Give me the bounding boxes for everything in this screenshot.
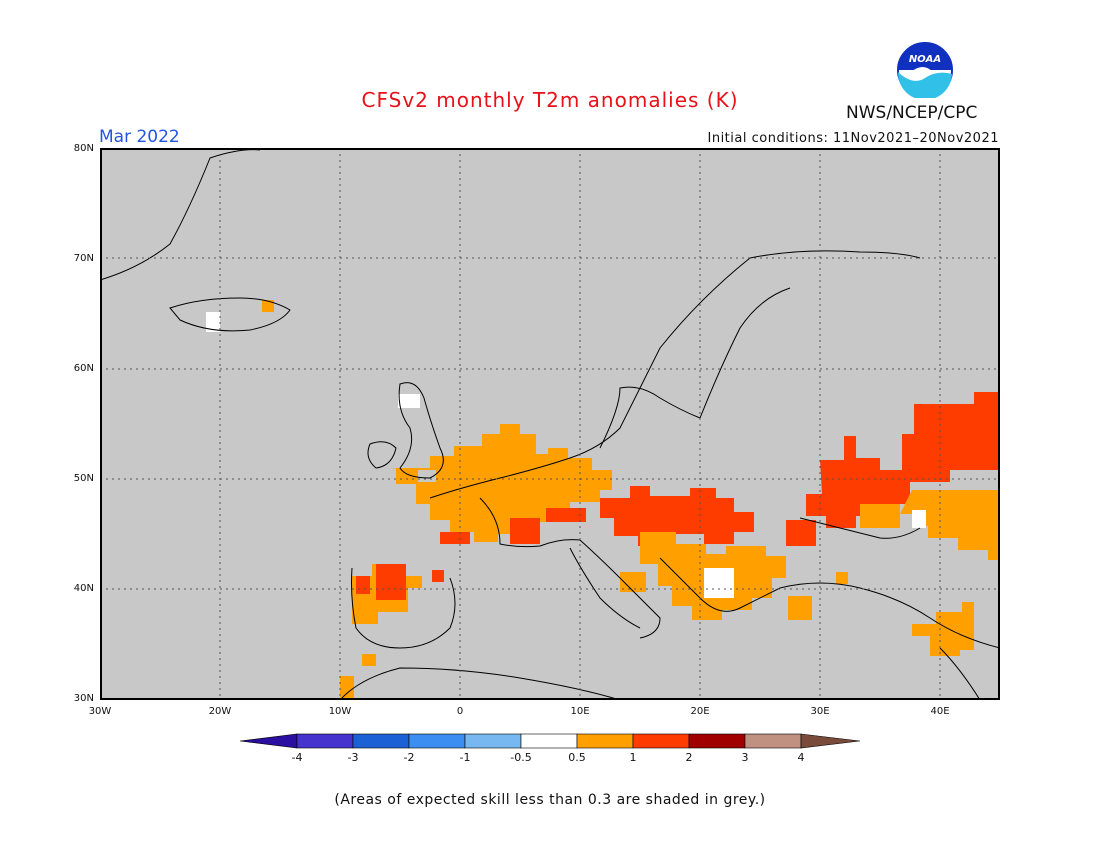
cell-orange (452, 460, 476, 472)
cell-orange (340, 676, 354, 700)
cell-orange (362, 654, 376, 666)
lon-label: 10E (570, 706, 590, 717)
cell-orange (396, 468, 418, 484)
lat-label: 70N (73, 253, 94, 264)
skill-note: (Areas of expected skill less than 0.3 a… (334, 792, 766, 808)
cell-red (376, 564, 406, 600)
lon-label: 20W (208, 706, 232, 717)
cell-red (510, 518, 540, 544)
colorbar-swatch (744, 733, 802, 749)
anomaly-cells (206, 300, 1000, 700)
colorbar-label: -1 (459, 751, 471, 764)
colorbar-arrow-low (239, 733, 298, 749)
lon-label: 10W (328, 706, 352, 717)
cell-white (704, 568, 734, 598)
cell-red (600, 486, 754, 546)
colorbar-swatch (464, 733, 522, 749)
colorbar-swatch (520, 733, 578, 749)
colorbar-label: -2 (403, 751, 415, 764)
colorbar-swatch (408, 733, 466, 749)
colorbar-label: -0.5 (510, 751, 532, 764)
cell-red (546, 508, 586, 522)
colorbar (239, 733, 861, 749)
lat-label: 30N (73, 693, 94, 704)
cell-orange (860, 504, 900, 528)
cell-red (786, 520, 816, 546)
lat-label: 50N (73, 473, 94, 484)
colorbar-label: -4 (291, 751, 303, 764)
lat-label: 60N (73, 363, 94, 374)
colorbar-swatch (688, 733, 746, 749)
anomaly-map (100, 148, 1000, 700)
lat-label: 40N (73, 583, 94, 594)
cell-red (432, 570, 444, 582)
lon-label: 30W (88, 706, 112, 717)
initial-conditions: Initial conditions: 11Nov2021–20Nov2021 (707, 131, 999, 146)
colorbar-swatch (296, 733, 354, 749)
colorbar-swatch (352, 733, 410, 749)
colorbar-arrow-high (800, 733, 861, 749)
lon-label: 0 (456, 706, 464, 717)
cell-orange (788, 596, 812, 620)
map-title: CFSv2 monthly T2m anomalies (K) (361, 88, 739, 112)
cell-orange (262, 300, 274, 312)
cell-orange (900, 490, 1000, 560)
cell-orange (912, 602, 974, 656)
cell-orange (390, 424, 612, 542)
colorbar-label: -3 (347, 751, 359, 764)
lon-label: 30E (810, 706, 830, 717)
cell-white (206, 312, 220, 332)
cell-orange (836, 572, 848, 584)
coastlines (100, 149, 1000, 700)
colorbar-swatch (632, 733, 690, 749)
cell-orange (620, 572, 646, 592)
lon-label: 40E (930, 706, 950, 717)
cell-red (806, 380, 1000, 528)
cell-white (912, 510, 926, 528)
colorbar-label: 4 (797, 751, 805, 764)
colorbar-label: 3 (741, 751, 749, 764)
colorbar-label: 1 (629, 751, 637, 764)
colorbar-swatch (576, 733, 634, 749)
graticule (100, 148, 1000, 700)
colorbar-label: 2 (685, 751, 693, 764)
noaa-logo: NOAA (893, 42, 957, 101)
colorbar-label: 0.5 (568, 751, 586, 764)
valid-month: Mar 2022 (99, 127, 180, 147)
cell-orange (746, 556, 786, 578)
cell-red (440, 532, 470, 544)
logo-text: NOAA (909, 54, 941, 65)
cell-white (398, 394, 420, 408)
map-background (100, 148, 1000, 700)
lon-label: 20E (690, 706, 710, 717)
agency-label: NWS/NCEP/CPC (846, 103, 978, 123)
lat-label: 80N (73, 143, 94, 154)
cell-red (356, 576, 370, 594)
map-frame (100, 148, 1000, 700)
